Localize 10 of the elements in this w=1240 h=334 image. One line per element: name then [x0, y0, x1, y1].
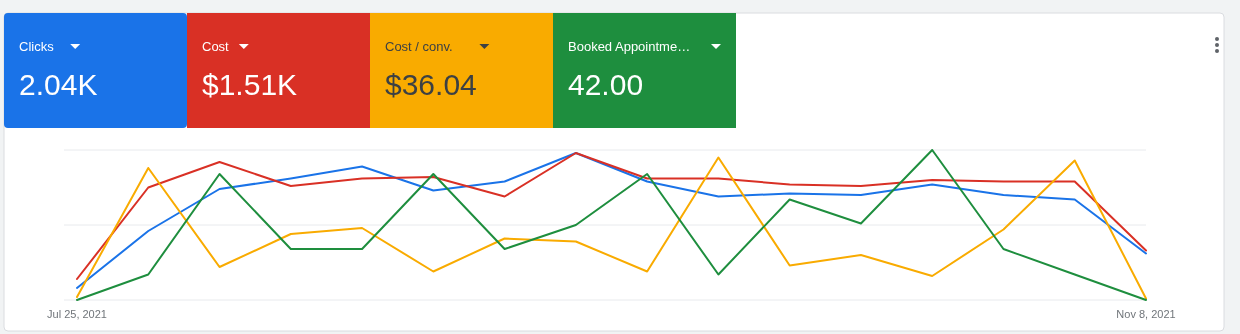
category-label: Clicks [19, 39, 55, 54]
text: 2.04K [19, 68, 98, 101]
category-label: Booked Appointme… [568, 39, 691, 54]
text: $36.04 [385, 68, 477, 101]
text: $1.51K [202, 68, 298, 101]
text: 42.00 [568, 68, 644, 101]
x-tick-label: Nov 8, 2021 [1116, 308, 1176, 320]
category-label: Cost [202, 39, 230, 54]
x-tick-label: Jul 25, 2021 [47, 308, 107, 320]
category-label: Cost / conv. [385, 39, 453, 54]
